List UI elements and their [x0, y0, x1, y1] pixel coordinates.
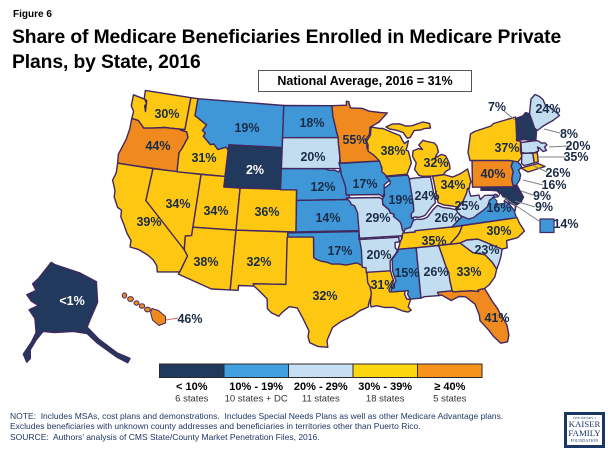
svg-text:20%: 20% — [565, 139, 590, 153]
svg-text:29%: 29% — [365, 211, 390, 225]
svg-text:30%: 30% — [486, 224, 511, 238]
svg-text:41%: 41% — [484, 311, 509, 325]
svg-text:11 states: 11 states — [302, 394, 340, 405]
svg-text:26%: 26% — [434, 211, 459, 225]
svg-text:32%: 32% — [423, 156, 448, 170]
svg-text:18%: 18% — [299, 116, 324, 130]
svg-text:20%: 20% — [300, 150, 325, 164]
svg-text:31%: 31% — [370, 278, 395, 292]
svg-text:10% - 19%: 10% - 19% — [229, 381, 283, 393]
svg-text:38%: 38% — [193, 255, 218, 269]
svg-text:16%: 16% — [541, 178, 566, 192]
svg-text:26%: 26% — [545, 166, 570, 180]
svg-text:38%: 38% — [380, 144, 405, 158]
svg-text:37%: 37% — [494, 141, 519, 155]
svg-text:32%: 32% — [312, 289, 337, 303]
svg-text:14%: 14% — [553, 217, 578, 231]
svg-text:34%: 34% — [165, 197, 190, 211]
svg-text:2%: 2% — [246, 163, 264, 177]
svg-text:< 10%: < 10% — [176, 381, 208, 393]
svg-text:17%: 17% — [327, 244, 352, 258]
svg-text:10 states + DC: 10 states + DC — [225, 394, 288, 405]
svg-text:5 states: 5 states — [433, 394, 467, 405]
svg-text:≥ 40%: ≥ 40% — [434, 381, 465, 393]
svg-text:44%: 44% — [145, 139, 170, 153]
svg-text:7%: 7% — [488, 100, 506, 114]
svg-text:12%: 12% — [310, 180, 335, 194]
svg-text:14%: 14% — [315, 211, 340, 225]
svg-text:18 states: 18 states — [366, 394, 405, 405]
svg-text:16%: 16% — [486, 201, 511, 215]
svg-text:23%: 23% — [474, 243, 499, 257]
svg-text:33%: 33% — [456, 265, 481, 279]
svg-text:30% - 39%: 30% - 39% — [358, 381, 412, 393]
svg-text:39%: 39% — [136, 215, 161, 229]
svg-text:9%: 9% — [535, 200, 553, 214]
svg-text:32%: 32% — [246, 255, 271, 269]
svg-text:31%: 31% — [191, 151, 216, 165]
svg-text:55%: 55% — [342, 133, 367, 147]
svg-text:25%: 25% — [454, 199, 479, 213]
svg-text:34%: 34% — [203, 204, 228, 218]
svg-text:35%: 35% — [563, 150, 588, 164]
svg-text:46%: 46% — [177, 312, 202, 326]
svg-text:26%: 26% — [423, 265, 448, 279]
svg-text:9%: 9% — [533, 189, 551, 203]
svg-text:35%: 35% — [421, 234, 446, 248]
svg-text:15%: 15% — [394, 266, 419, 280]
svg-text:<1%: <1% — [59, 294, 84, 308]
svg-text:6 states: 6 states — [175, 394, 209, 405]
svg-text:24%: 24% — [414, 189, 439, 203]
svg-text:20% - 29%: 20% - 29% — [294, 381, 348, 393]
svg-text:34%: 34% — [440, 178, 465, 192]
svg-text:30%: 30% — [154, 107, 179, 121]
svg-text:17%: 17% — [352, 177, 377, 191]
svg-text:40%: 40% — [480, 167, 505, 181]
svg-text:36%: 36% — [254, 205, 279, 219]
svg-text:8%: 8% — [560, 127, 578, 141]
svg-text:19%: 19% — [388, 193, 413, 207]
svg-text:19%: 19% — [234, 121, 259, 135]
svg-text:20%: 20% — [366, 248, 391, 262]
svg-text:24%: 24% — [535, 102, 560, 116]
